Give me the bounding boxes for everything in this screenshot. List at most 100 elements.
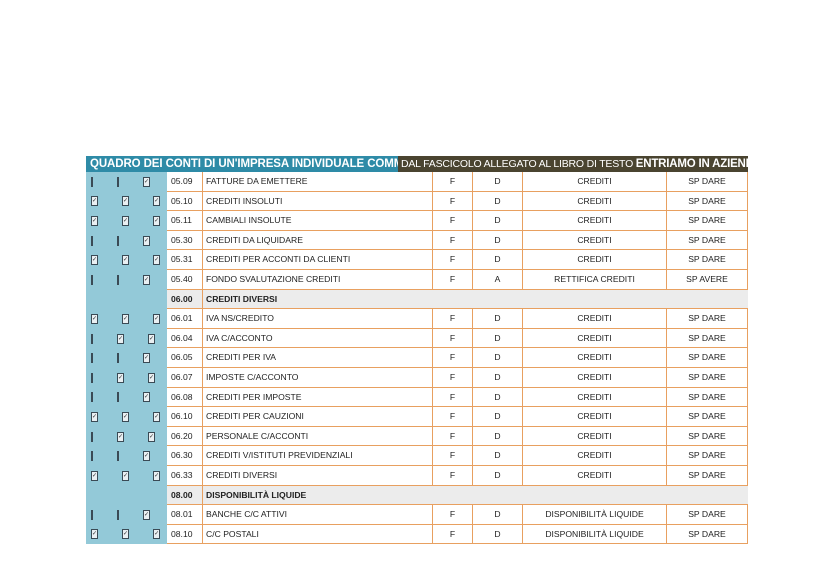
cell-name: IMPOSTE C/ACCONTO (203, 367, 433, 387)
cell-d: D (473, 465, 523, 485)
checkbox[interactable] (91, 274, 93, 285)
checkbox[interactable]: ✓ (117, 431, 125, 442)
checkbox[interactable]: ✓ (148, 372, 156, 383)
cell-code: 08.00 (167, 485, 203, 505)
cell-f: F (433, 250, 473, 269)
cell-name: CREDITI PER IMPOSTE (203, 387, 433, 407)
checkbox[interactable] (91, 372, 93, 383)
checkbox[interactable]: ✓ (122, 313, 130, 324)
cell-cat: CREDITI (523, 348, 667, 367)
cell-cat: CREDITI (523, 309, 667, 328)
cell-sp: SP DARE (667, 407, 748, 426)
cell-cat: DISPONIBILITÀ LIQUIDE (523, 505, 667, 524)
cell-cat: DISPONIBILITÀ LIQUIDE (523, 524, 667, 544)
cell-code: 08.01 (167, 505, 203, 524)
checkbox[interactable]: ✓ (148, 333, 156, 344)
section-row: 08.00 DISPONIBILITÀ LIQUIDE (167, 485, 748, 506)
checkbox[interactable] (91, 235, 93, 246)
cell-f: F (433, 387, 473, 407)
cell-name: CREDITI PER CAUZIONI (203, 407, 433, 426)
checkbox[interactable]: ✓ (91, 196, 99, 207)
checkbox[interactable] (91, 451, 93, 462)
checkbox[interactable]: ✓ (143, 509, 151, 520)
cell-cat: CREDITI (523, 465, 667, 485)
checkbox[interactable]: ✓ (153, 215, 161, 226)
cell-sp: SP DARE (667, 524, 748, 544)
checkbox[interactable]: ✓ (91, 529, 99, 540)
checkbox[interactable]: ✓ (143, 451, 151, 462)
checkbox[interactable]: ✓ (153, 411, 161, 422)
checkbox[interactable] (91, 176, 93, 187)
checkbox-row: ✓ ✓ ✓ (86, 250, 167, 270)
checkbox[interactable]: ✓ (117, 372, 125, 383)
checkbox[interactable]: ✓ (91, 470, 99, 481)
checkbox[interactable]: ✓ (143, 274, 151, 285)
checkbox-row: ✓ ✓ (86, 329, 167, 349)
checkbox[interactable]: ✓ (122, 470, 130, 481)
checkbox[interactable] (91, 431, 93, 442)
checkbox-row: ✓ ✓ ✓ (86, 525, 167, 545)
checkbox[interactable]: ✓ (143, 392, 151, 403)
table-row: 06.08 CREDITI PER IMPOSTE F D CREDITI SP DARE (167, 387, 748, 408)
header-subtitle: DAL FASCICOLO ALLEGATO AL LIBRO DI TESTO… (398, 156, 748, 172)
checkbox[interactable]: ✓ (153, 313, 161, 324)
checkbox[interactable]: ✓ (143, 353, 151, 364)
table-row: 05.40 FONDO SVALUTAZIONE CREDITI F A RETTIFI… (167, 269, 748, 290)
checkbox[interactable] (117, 235, 119, 246)
checkbox[interactable] (91, 392, 93, 403)
cell-sp: SP DARE (667, 191, 748, 211)
checkbox-row: ✓ (86, 231, 167, 251)
cell-d: A (473, 269, 523, 289)
checkbox[interactable]: ✓ (153, 470, 161, 481)
table-row: 05.09 FATTURE DA EMETTERE F D CREDITI SP DARE (167, 172, 748, 192)
checkbox[interactable] (117, 274, 119, 285)
checkbox[interactable]: ✓ (91, 313, 99, 324)
checkbox[interactable] (117, 176, 119, 187)
table-row: 05.11 CAMBIALI INSOLUTE F D CREDITI SP DARE (167, 211, 748, 231)
cell-f: F (433, 465, 473, 485)
checkbox[interactable]: ✓ (153, 529, 161, 540)
checkbox[interactable]: ✓ (117, 333, 125, 344)
cell-f: F (433, 172, 473, 191)
cell-f: F (433, 407, 473, 426)
cell-sp: SP DARE (667, 309, 748, 328)
table-row: 05.31 CREDITI PER ACCONTI DA CLIENTI F D CRE… (167, 250, 748, 270)
table-row: 06.01 IVA NS/CREDITO F D CREDITI SP DARE (167, 309, 748, 329)
cell-sp: SP DARE (667, 505, 748, 524)
checkbox[interactable]: ✓ (153, 255, 161, 266)
cell-code: 06.05 (167, 348, 203, 367)
header-bar: QUADRO DEI CONTI DI UN'IMPRESA INDIVIDUA… (86, 156, 748, 172)
cell-code: 06.33 (167, 465, 203, 485)
checkbox[interactable]: ✓ (122, 411, 130, 422)
checkbox[interactable]: ✓ (122, 529, 130, 540)
cell-name: BANCHE C/C ATTIVI (203, 505, 433, 524)
checkbox[interactable] (117, 392, 119, 403)
checkbox[interactable]: ✓ (143, 235, 151, 246)
cell-f: F (433, 446, 473, 465)
table-row: 05.30 CREDITI DA LIQUIDARE F D CREDITI SP DAR… (167, 230, 748, 251)
cell-d: D (473, 309, 523, 328)
cell-name: CREDITI INSOLUTI (203, 191, 433, 211)
accounts-table: 05.09 FATTURE DA EMETTERE F D CREDITI SP DARE… (167, 172, 748, 545)
checkbox[interactable] (117, 353, 119, 364)
checkbox[interactable]: ✓ (122, 196, 130, 207)
checkbox[interactable] (91, 333, 93, 344)
checkbox[interactable]: ✓ (122, 255, 130, 266)
checkbox[interactable]: ✓ (153, 196, 161, 207)
checkbox[interactable]: ✓ (91, 215, 99, 226)
checkbox[interactable] (91, 353, 93, 364)
checkbox[interactable]: ✓ (148, 431, 156, 442)
cell-sp: SP DARE (667, 367, 748, 387)
cell-cat: CREDITI (523, 446, 667, 465)
checkbox[interactable]: ✓ (143, 176, 151, 187)
cell-code: 06.07 (167, 367, 203, 387)
checkbox[interactable] (117, 451, 119, 462)
checkbox[interactable]: ✓ (91, 411, 99, 422)
checkbox[interactable] (91, 509, 93, 520)
checkbox-row (86, 290, 167, 310)
checkbox-row: ✓ ✓ (86, 368, 167, 388)
checkbox[interactable]: ✓ (122, 215, 130, 226)
checkbox[interactable] (117, 509, 119, 520)
checkbox-row: ✓ ✓ ✓ (86, 192, 167, 212)
checkbox[interactable]: ✓ (91, 255, 99, 266)
